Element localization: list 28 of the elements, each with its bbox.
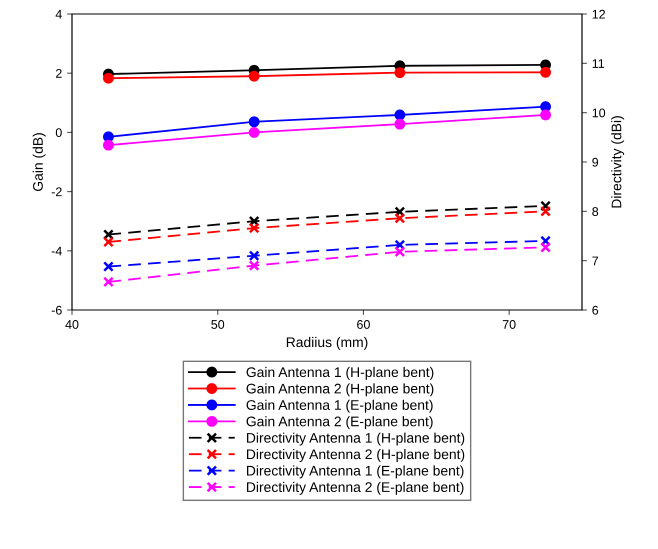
y2-tick-label: 9	[592, 158, 598, 167]
y2-tick-label: 6	[592, 306, 598, 315]
y-tick-label: 0	[56, 128, 62, 138]
x-tick-label: 40	[65, 320, 78, 329]
x-axis-title: Radiius (mm)	[286, 336, 368, 350]
legend-label: Directivity Antenna 2 (H-plane bent)	[246, 448, 464, 462]
legend-label: Directivity Antenna 2 (E-plane bent)	[246, 482, 464, 495]
x-tick-label: 60	[357, 320, 370, 329]
y-tick-label: -6	[52, 306, 62, 315]
legend-label: Gain Antenna 2 (E-plane bent)	[246, 416, 433, 430]
y-axis-title: Gain (dB)	[32, 133, 46, 192]
y2-axis-title: Directivity (dBi)	[611, 116, 624, 208]
y-tick-label: -2	[52, 187, 62, 196]
legend-label: Gain Antenna 2 (H-plane bent)	[246, 383, 434, 396]
y2-tick-label: 7	[592, 256, 598, 266]
y-tick-label: 4	[56, 10, 62, 19]
y2-tick-label: 11	[592, 59, 604, 68]
y-tick-label: -4	[52, 246, 62, 256]
y2-tick-label: 10	[592, 108, 606, 118]
legend-label: Gain Antenna 1 (H-plane bent)	[246, 366, 434, 380]
legend-label: Gain Antenna 1 (E-plane bent)	[246, 400, 433, 413]
legend-label: Directivity Antenna 1 (E-plane bent)	[246, 465, 464, 478]
y2-tick-label: 12	[592, 10, 605, 19]
legend-label: Directivity Antenna 1 (H-plane bent)	[246, 432, 464, 446]
y-tick-label: 2	[56, 69, 62, 78]
x-tick-label: 50	[211, 320, 224, 329]
y2-tick-label: 8	[592, 207, 598, 216]
x-tick-label: 70	[502, 320, 516, 329]
